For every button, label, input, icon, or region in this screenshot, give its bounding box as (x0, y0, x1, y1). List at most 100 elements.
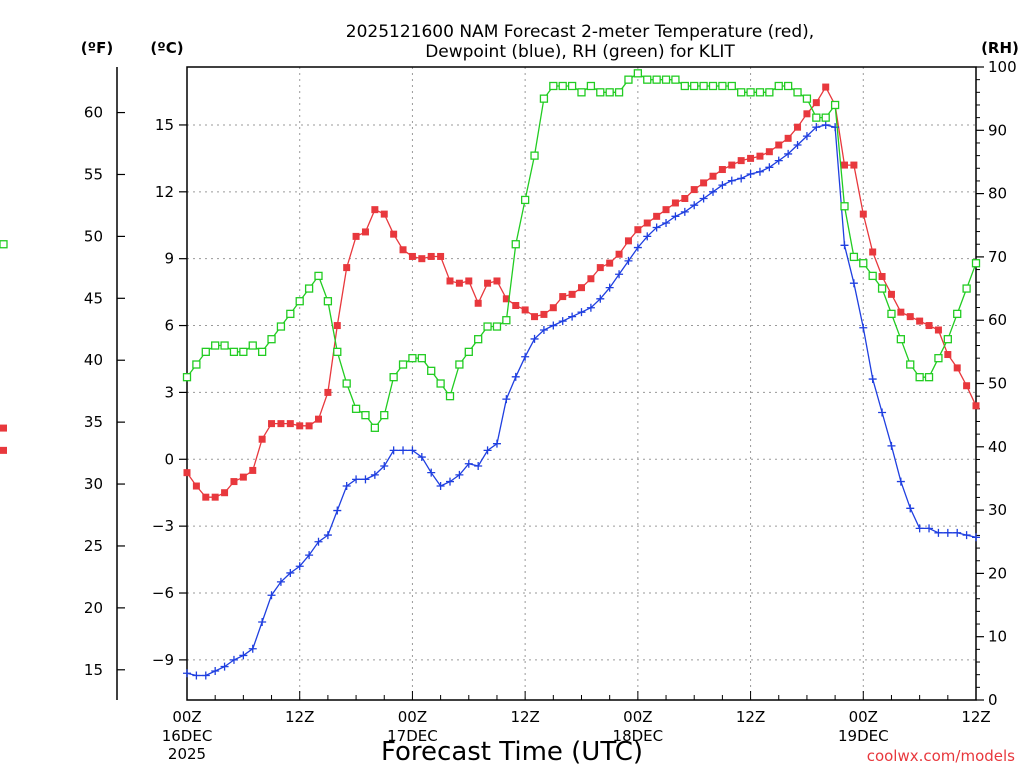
data-point (436, 379, 445, 388)
data-point (314, 271, 323, 281)
fahrenheit-tick-label: 20 (84, 599, 103, 617)
chart-title-line1: 2025121600 NAM Forecast 2-meter Temperat… (346, 22, 814, 42)
data-point (737, 157, 745, 165)
data-point (634, 226, 642, 234)
data-point (342, 379, 351, 388)
x-tick-label: 00Z (623, 708, 652, 726)
data-point (352, 475, 361, 484)
data-point (455, 279, 463, 287)
data-point (596, 264, 604, 272)
data-point (464, 459, 473, 468)
data-point (916, 317, 924, 325)
data-point (746, 169, 755, 178)
data-point (718, 181, 727, 190)
data-point (268, 420, 276, 428)
data-point (747, 154, 755, 162)
data-point (520, 195, 530, 205)
data-point (821, 113, 830, 122)
axes: −9 −6 −3 0 3 6 9 12 15 15 20 25 30 35 40 45 50 55 60 0 10 20 3… (84, 58, 1017, 709)
x-date-label: 18DEC (613, 727, 664, 745)
data-point (389, 446, 398, 455)
data-point (502, 395, 511, 404)
data-point (944, 351, 952, 359)
data-point (812, 123, 821, 132)
data-point (615, 270, 624, 279)
unit-label-celsius: (ºC) (150, 39, 183, 57)
data-point (474, 335, 483, 344)
data-point (963, 382, 971, 390)
celsius-tick-label: 15 (155, 116, 174, 134)
data-point (840, 202, 849, 211)
data-point (493, 277, 501, 285)
data-point (380, 210, 388, 218)
data-point (718, 81, 727, 91)
data-point (305, 551, 314, 560)
data-point (841, 161, 848, 169)
data-point (502, 295, 510, 303)
data-point (408, 446, 417, 455)
data-point (390, 230, 398, 238)
data-point (333, 347, 342, 357)
data-point (352, 232, 360, 240)
data-point (793, 88, 802, 97)
celsius-tick-label: 0 (164, 450, 174, 468)
data-point (737, 88, 746, 97)
data-point (896, 477, 905, 486)
data-point (897, 308, 905, 316)
data-point (568, 312, 577, 321)
data-point (943, 528, 952, 537)
data-point (821, 120, 830, 129)
data-point (295, 297, 304, 306)
data-point (727, 81, 736, 91)
data-point (361, 475, 370, 484)
data-point (239, 347, 248, 357)
data-point (549, 321, 558, 330)
data-point (878, 408, 887, 417)
data-point (878, 273, 886, 281)
data-point (887, 290, 895, 298)
data-point (370, 423, 380, 432)
data-point (249, 466, 257, 474)
data-point (276, 577, 285, 586)
data-point (436, 482, 445, 491)
data-point (661, 75, 671, 84)
data-point (446, 277, 454, 285)
data-point (793, 141, 802, 150)
data-point (380, 410, 389, 420)
x-tick-label: 12Z (510, 708, 539, 726)
celsius-tick-label: 6 (164, 317, 174, 335)
data-point (577, 88, 586, 97)
data-point (680, 81, 689, 91)
data-point (953, 528, 962, 537)
data-point (427, 252, 435, 260)
data-point (295, 562, 304, 571)
series-temperature (0, 83, 980, 501)
data-point (559, 293, 567, 301)
data-point (521, 306, 529, 314)
data-point (512, 301, 520, 309)
fahrenheit-tick-label: 35 (84, 413, 103, 431)
data-point (953, 364, 961, 372)
data-point (417, 453, 426, 462)
data-point (859, 323, 868, 332)
data-point (465, 277, 473, 285)
rh-tick-label: 40 (988, 438, 1007, 456)
data-point (389, 373, 398, 382)
data-point (615, 250, 623, 258)
data-point (483, 446, 492, 455)
data-point (192, 671, 201, 680)
fahrenheit-tick-label: 30 (84, 475, 103, 493)
data-point (229, 347, 239, 357)
data-point (399, 446, 408, 455)
data-point (445, 392, 455, 401)
data-point (361, 410, 370, 420)
data-point (802, 132, 811, 141)
data-point (315, 415, 322, 423)
data-point (849, 252, 859, 262)
data-point (239, 651, 248, 660)
data-point (699, 194, 708, 203)
x-tick-label: 00Z (398, 708, 427, 726)
data-point (221, 489, 229, 497)
data-point (248, 341, 257, 350)
data-point (653, 212, 661, 220)
